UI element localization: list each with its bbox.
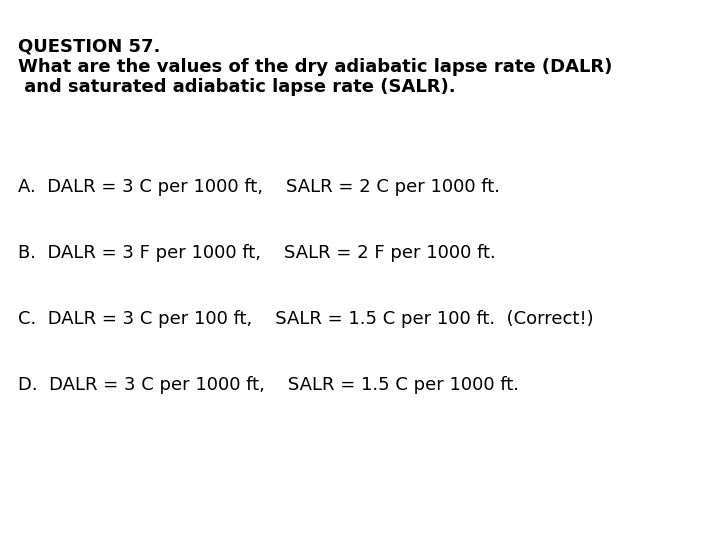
Text: D.  DALR = 3 C per 1000 ft,    SALR = 1.5 C per 1000 ft.: D. DALR = 3 C per 1000 ft, SALR = 1.5 C … xyxy=(18,376,519,394)
Text: C.  DALR = 3 C per 100 ft,    SALR = 1.5 C per 100 ft.  (Correct!): C. DALR = 3 C per 100 ft, SALR = 1.5 C p… xyxy=(18,310,593,328)
Text: B.  DALR = 3 F per 1000 ft,    SALR = 2 F per 1000 ft.: B. DALR = 3 F per 1000 ft, SALR = 2 F pe… xyxy=(18,244,496,262)
Text: A.  DALR = 3 C per 1000 ft,    SALR = 2 C per 1000 ft.: A. DALR = 3 C per 1000 ft, SALR = 2 C pe… xyxy=(18,178,500,196)
Text: What are the values of the dry adiabatic lapse rate (DALR): What are the values of the dry adiabatic… xyxy=(18,58,613,76)
Text: and saturated adiabatic lapse rate (SALR).: and saturated adiabatic lapse rate (SALR… xyxy=(18,78,456,96)
Text: QUESTION 57.: QUESTION 57. xyxy=(18,38,161,56)
